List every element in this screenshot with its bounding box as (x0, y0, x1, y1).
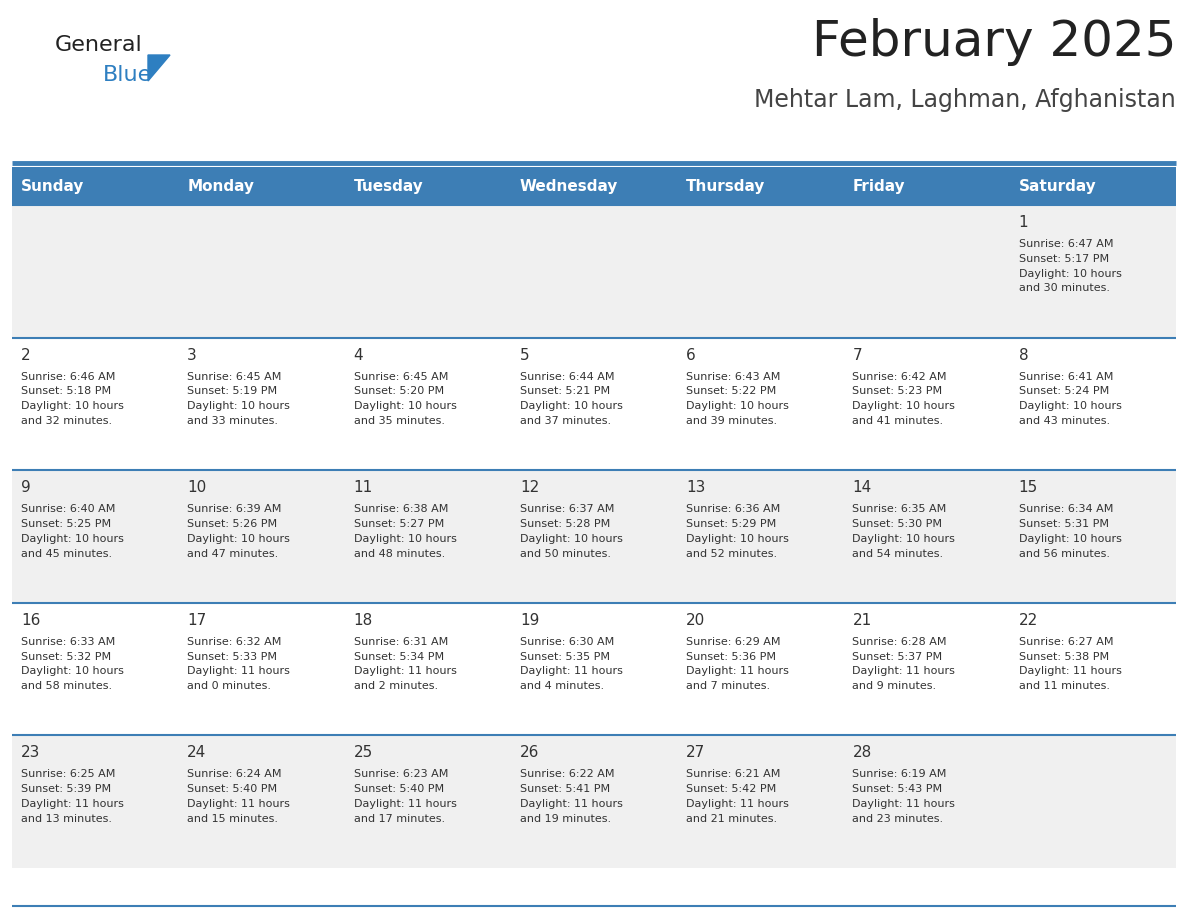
Text: 9: 9 (21, 480, 31, 495)
Text: Sunrise: 6:37 AM
Sunset: 5:28 PM
Daylight: 10 hours
and 50 minutes.: Sunrise: 6:37 AM Sunset: 5:28 PM Dayligh… (520, 504, 623, 558)
Text: Sunrise: 6:23 AM
Sunset: 5:40 PM
Daylight: 11 hours
and 17 minutes.: Sunrise: 6:23 AM Sunset: 5:40 PM Dayligh… (354, 769, 456, 823)
Bar (511, 167, 677, 205)
Text: 26: 26 (520, 745, 539, 760)
Bar (12, 603, 1176, 735)
Text: 19: 19 (520, 613, 539, 628)
Text: Sunrise: 6:33 AM
Sunset: 5:32 PM
Daylight: 10 hours
and 58 minutes.: Sunrise: 6:33 AM Sunset: 5:32 PM Dayligh… (21, 637, 124, 691)
Polygon shape (148, 55, 170, 81)
Text: Sunrise: 6:36 AM
Sunset: 5:29 PM
Daylight: 10 hours
and 52 minutes.: Sunrise: 6:36 AM Sunset: 5:29 PM Dayligh… (687, 504, 789, 558)
Text: 27: 27 (687, 745, 706, 760)
Text: 3: 3 (188, 348, 197, 363)
Text: Sunrise: 6:30 AM
Sunset: 5:35 PM
Daylight: 11 hours
and 4 minutes.: Sunrise: 6:30 AM Sunset: 5:35 PM Dayligh… (520, 637, 623, 691)
Text: Sunrise: 6:24 AM
Sunset: 5:40 PM
Daylight: 11 hours
and 15 minutes.: Sunrise: 6:24 AM Sunset: 5:40 PM Dayligh… (188, 769, 290, 823)
Text: Sunrise: 6:31 AM
Sunset: 5:34 PM
Daylight: 11 hours
and 2 minutes.: Sunrise: 6:31 AM Sunset: 5:34 PM Dayligh… (354, 637, 456, 691)
Bar (677, 167, 843, 205)
Text: 28: 28 (853, 745, 872, 760)
Text: Sunrise: 6:32 AM
Sunset: 5:33 PM
Daylight: 11 hours
and 0 minutes.: Sunrise: 6:32 AM Sunset: 5:33 PM Dayligh… (188, 637, 290, 691)
Text: 6: 6 (687, 348, 696, 363)
Text: Sunrise: 6:29 AM
Sunset: 5:36 PM
Daylight: 11 hours
and 7 minutes.: Sunrise: 6:29 AM Sunset: 5:36 PM Dayligh… (687, 637, 789, 691)
Text: Tuesday: Tuesday (354, 178, 423, 194)
Bar (12, 205, 1176, 338)
Text: Sunrise: 6:45 AM
Sunset: 5:19 PM
Daylight: 10 hours
and 33 minutes.: Sunrise: 6:45 AM Sunset: 5:19 PM Dayligh… (188, 372, 290, 426)
Text: Sunrise: 6:40 AM
Sunset: 5:25 PM
Daylight: 10 hours
and 45 minutes.: Sunrise: 6:40 AM Sunset: 5:25 PM Dayligh… (21, 504, 124, 558)
Text: 23: 23 (21, 745, 40, 760)
Bar (12, 735, 1176, 868)
Text: 21: 21 (853, 613, 872, 628)
Text: Saturday: Saturday (1019, 178, 1097, 194)
Text: Sunrise: 6:39 AM
Sunset: 5:26 PM
Daylight: 10 hours
and 47 minutes.: Sunrise: 6:39 AM Sunset: 5:26 PM Dayligh… (188, 504, 290, 558)
Text: 12: 12 (520, 480, 539, 495)
Text: Sunrise: 6:47 AM
Sunset: 5:17 PM
Daylight: 10 hours
and 30 minutes.: Sunrise: 6:47 AM Sunset: 5:17 PM Dayligh… (1019, 239, 1121, 294)
Bar (12, 167, 178, 205)
Text: Sunrise: 6:46 AM
Sunset: 5:18 PM
Daylight: 10 hours
and 32 minutes.: Sunrise: 6:46 AM Sunset: 5:18 PM Dayligh… (21, 372, 124, 426)
Bar (12, 470, 1176, 603)
Bar (12, 338, 1176, 470)
Text: 14: 14 (853, 480, 872, 495)
Bar (345, 167, 511, 205)
Text: Sunrise: 6:45 AM
Sunset: 5:20 PM
Daylight: 10 hours
and 35 minutes.: Sunrise: 6:45 AM Sunset: 5:20 PM Dayligh… (354, 372, 456, 426)
Text: Sunrise: 6:43 AM
Sunset: 5:22 PM
Daylight: 10 hours
and 39 minutes.: Sunrise: 6:43 AM Sunset: 5:22 PM Dayligh… (687, 372, 789, 426)
Text: 2: 2 (21, 348, 31, 363)
Text: 8: 8 (1019, 348, 1029, 363)
Text: 11: 11 (354, 480, 373, 495)
Text: 18: 18 (354, 613, 373, 628)
Text: Sunrise: 6:42 AM
Sunset: 5:23 PM
Daylight: 10 hours
and 41 minutes.: Sunrise: 6:42 AM Sunset: 5:23 PM Dayligh… (853, 372, 955, 426)
Text: 25: 25 (354, 745, 373, 760)
Text: Sunrise: 6:34 AM
Sunset: 5:31 PM
Daylight: 10 hours
and 56 minutes.: Sunrise: 6:34 AM Sunset: 5:31 PM Dayligh… (1019, 504, 1121, 558)
Text: Friday: Friday (853, 178, 905, 194)
Text: 13: 13 (687, 480, 706, 495)
Text: Sunrise: 6:21 AM
Sunset: 5:42 PM
Daylight: 11 hours
and 21 minutes.: Sunrise: 6:21 AM Sunset: 5:42 PM Dayligh… (687, 769, 789, 823)
Text: 22: 22 (1019, 613, 1038, 628)
Text: 20: 20 (687, 613, 706, 628)
Bar (1010, 167, 1176, 205)
Text: Sunrise: 6:25 AM
Sunset: 5:39 PM
Daylight: 11 hours
and 13 minutes.: Sunrise: 6:25 AM Sunset: 5:39 PM Dayligh… (21, 769, 124, 823)
Bar (178, 167, 345, 205)
Text: 7: 7 (853, 348, 862, 363)
Text: General: General (55, 35, 143, 55)
Text: Blue: Blue (103, 65, 152, 85)
Text: 1: 1 (1019, 215, 1029, 230)
Text: 17: 17 (188, 613, 207, 628)
Text: Wednesday: Wednesday (520, 178, 618, 194)
Text: Sunrise: 6:41 AM
Sunset: 5:24 PM
Daylight: 10 hours
and 43 minutes.: Sunrise: 6:41 AM Sunset: 5:24 PM Dayligh… (1019, 372, 1121, 426)
Text: Sunrise: 6:35 AM
Sunset: 5:30 PM
Daylight: 10 hours
and 54 minutes.: Sunrise: 6:35 AM Sunset: 5:30 PM Dayligh… (853, 504, 955, 558)
Text: Sunrise: 6:28 AM
Sunset: 5:37 PM
Daylight: 11 hours
and 9 minutes.: Sunrise: 6:28 AM Sunset: 5:37 PM Dayligh… (853, 637, 955, 691)
Text: Sunrise: 6:27 AM
Sunset: 5:38 PM
Daylight: 11 hours
and 11 minutes.: Sunrise: 6:27 AM Sunset: 5:38 PM Dayligh… (1019, 637, 1121, 691)
Text: February 2025: February 2025 (811, 18, 1176, 66)
Text: 24: 24 (188, 745, 207, 760)
Text: Mehtar Lam, Laghman, Afghanistan: Mehtar Lam, Laghman, Afghanistan (754, 88, 1176, 112)
Text: Sunrise: 6:38 AM
Sunset: 5:27 PM
Daylight: 10 hours
and 48 minutes.: Sunrise: 6:38 AM Sunset: 5:27 PM Dayligh… (354, 504, 456, 558)
Text: Thursday: Thursday (687, 178, 765, 194)
Text: Sunrise: 6:19 AM
Sunset: 5:43 PM
Daylight: 11 hours
and 23 minutes.: Sunrise: 6:19 AM Sunset: 5:43 PM Dayligh… (853, 769, 955, 823)
Text: Sunday: Sunday (21, 178, 84, 194)
Text: 5: 5 (520, 348, 530, 363)
Text: 10: 10 (188, 480, 207, 495)
Text: 4: 4 (354, 348, 364, 363)
Text: 16: 16 (21, 613, 40, 628)
Bar (843, 167, 1010, 205)
Text: Monday: Monday (188, 178, 254, 194)
Text: Sunrise: 6:22 AM
Sunset: 5:41 PM
Daylight: 11 hours
and 19 minutes.: Sunrise: 6:22 AM Sunset: 5:41 PM Dayligh… (520, 769, 623, 823)
Text: 15: 15 (1019, 480, 1038, 495)
Text: Sunrise: 6:44 AM
Sunset: 5:21 PM
Daylight: 10 hours
and 37 minutes.: Sunrise: 6:44 AM Sunset: 5:21 PM Dayligh… (520, 372, 623, 426)
